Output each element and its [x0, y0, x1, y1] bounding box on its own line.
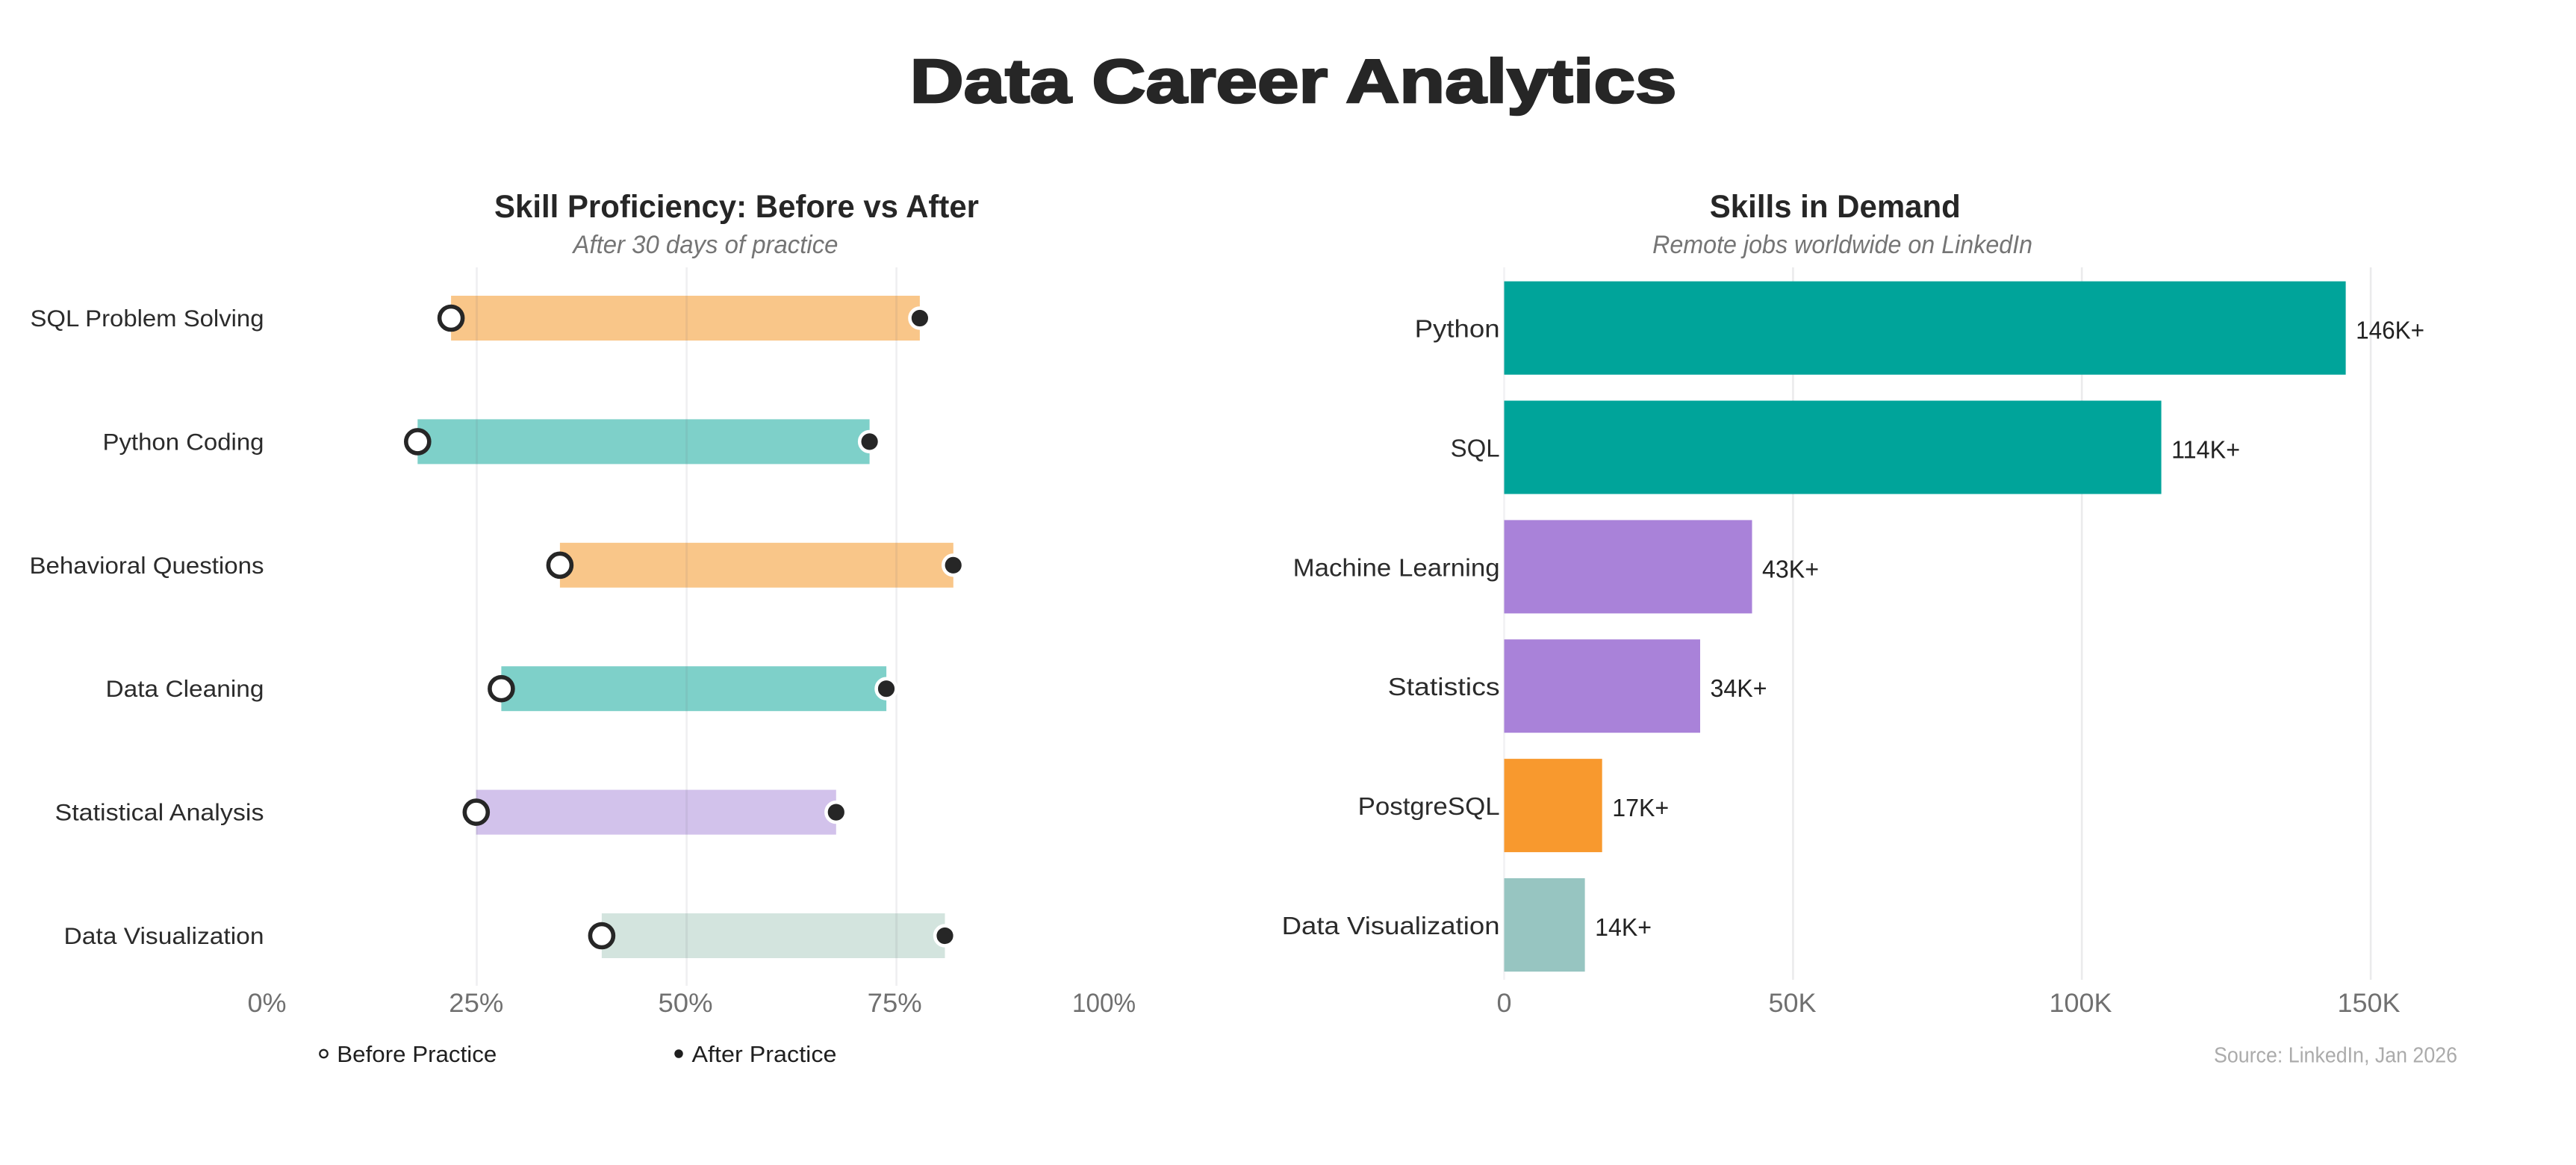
svg-text:50%: 50%: [659, 989, 713, 1018]
svg-text:14K+: 14K+: [1595, 914, 1652, 942]
svg-text:Data Visualization: Data Visualization: [64, 922, 264, 949]
svg-text:Behavioral Questions: Behavioral Questions: [30, 552, 264, 579]
svg-text:Python Coding: Python Coding: [103, 428, 264, 455]
svg-text:Data Cleaning: Data Cleaning: [106, 675, 264, 702]
svg-text:25%: 25%: [449, 989, 503, 1018]
svg-text:After Practice: After Practice: [692, 1042, 837, 1067]
svg-text:150K: 150K: [2338, 989, 2401, 1018]
svg-text:Python: Python: [1415, 316, 1500, 344]
svg-text:100K: 100K: [2050, 989, 2112, 1018]
svg-text:100%: 100%: [1072, 989, 1136, 1018]
svg-text:Skill Proficiency: Before vs A: Skill Proficiency: Before vs After: [494, 189, 979, 225]
svg-text:17K+: 17K+: [1612, 795, 1669, 822]
svg-text:146K+: 146K+: [2356, 317, 2424, 345]
svg-text:PostgreSQL: PostgreSQL: [1358, 793, 1500, 821]
svg-text:Statistics: Statistics: [1388, 674, 1500, 701]
svg-text:SQL: SQL: [1451, 435, 1500, 463]
svg-text:Machine Learning: Machine Learning: [1293, 554, 1500, 582]
svg-text:Statistical Analysis: Statistical Analysis: [55, 799, 264, 826]
svg-text:Source: LinkedIn, Jan 2026: Source: LinkedIn, Jan 2026: [2214, 1044, 2457, 1068]
svg-text:Skills in Demand: Skills in Demand: [1710, 189, 1961, 225]
svg-text:SQL Problem Solving: SQL Problem Solving: [31, 305, 264, 332]
svg-text:0%: 0%: [248, 989, 287, 1018]
svg-text:0: 0: [1497, 989, 1512, 1018]
svg-text:Before Practice: Before Practice: [337, 1042, 497, 1067]
svg-text:34K+: 34K+: [1711, 675, 1767, 703]
svg-text:Data Career Analytics: Data Career Analytics: [910, 47, 1677, 116]
svg-text:75%: 75%: [868, 989, 922, 1018]
svg-text:After 30 days of practice: After 30 days of practice: [572, 231, 839, 259]
svg-text:50K: 50K: [1769, 989, 1817, 1018]
svg-text:43K+: 43K+: [1762, 556, 1819, 583]
svg-text:Data Visualization: Data Visualization: [1282, 913, 1500, 940]
svg-text:Remote jobs worldwide on Linke: Remote jobs worldwide on LinkedIn: [1652, 231, 2032, 259]
svg-text:114K+: 114K+: [2171, 437, 2240, 465]
